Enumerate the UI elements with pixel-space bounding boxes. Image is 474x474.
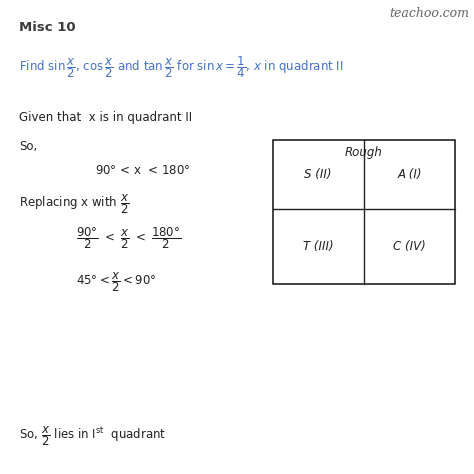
Text: A (I): A (I) [397,168,422,181]
Text: Given that  x is in quadrant II: Given that x is in quadrant II [19,111,192,124]
Text: teachoo.com: teachoo.com [389,7,469,20]
Text: $45\degree < \dfrac{x}{2} < 90\degree$: $45\degree < \dfrac{x}{2} < 90\degree$ [76,270,156,294]
Text: So, $\dfrac{x}{2}$ lies in I$^{\mathrm{st}}$  quadrant: So, $\dfrac{x}{2}$ lies in I$^{\mathrm{s… [19,424,166,448]
Text: 90$\degree$ < x  < 180$\degree$: 90$\degree$ < x < 180$\degree$ [95,164,190,176]
Text: Find $\sin\dfrac{x}{2}$, $\cos\dfrac{x}{2}$ and $\tan\dfrac{x}{2}$ for $\sin x =: Find $\sin\dfrac{x}{2}$, $\cos\dfrac{x}{… [19,55,344,80]
Text: Rough: Rough [345,146,383,158]
FancyBboxPatch shape [273,140,455,284]
Text: Replacing x with $\dfrac{x}{2}$: Replacing x with $\dfrac{x}{2}$ [19,192,129,216]
Text: So,: So, [19,140,37,153]
Text: S (II): S (II) [304,168,332,181]
Text: Misc 10: Misc 10 [19,21,75,34]
Text: C (IV): C (IV) [393,240,426,253]
Text: T (III): T (III) [303,240,334,253]
Text: $\dfrac{90\degree}{2}$ $<$ $\dfrac{x}{2}$ $<$ $\dfrac{180\degree}{2}$: $\dfrac{90\degree}{2}$ $<$ $\dfrac{x}{2}… [76,225,181,251]
